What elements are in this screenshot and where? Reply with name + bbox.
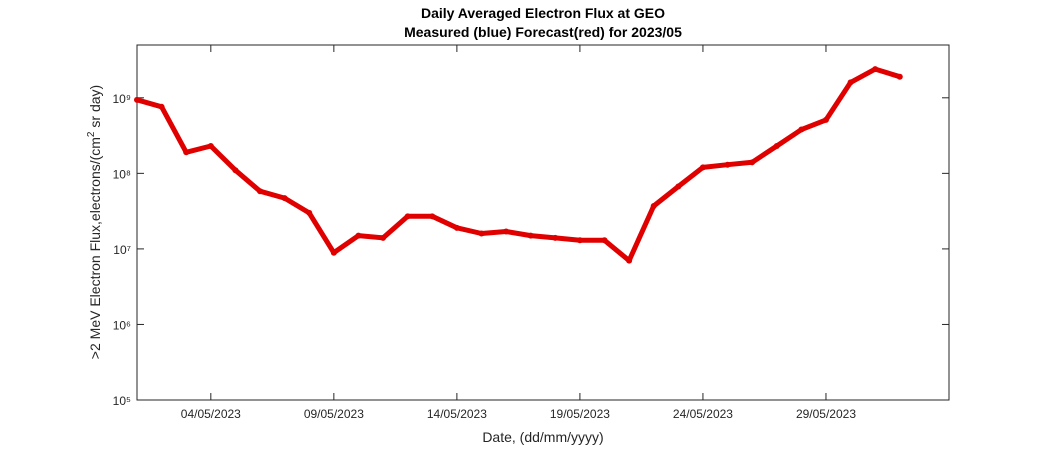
flux-point — [822, 116, 829, 123]
flux-point — [380, 234, 387, 241]
flux-point — [404, 213, 411, 220]
flux-point — [675, 183, 682, 190]
y-tick-label: 10⁶ — [113, 318, 131, 332]
y-axis-label-part: sr day) — [87, 85, 103, 132]
flux-point — [872, 66, 879, 73]
flux-point — [429, 213, 436, 220]
flux-point — [503, 228, 510, 235]
y-tick-label: 10⁸ — [113, 167, 131, 181]
x-tick-label: 24/05/2023 — [673, 407, 733, 421]
flux-point — [749, 159, 756, 166]
x-tick-label: 09/05/2023 — [304, 407, 364, 421]
flux-point — [626, 257, 633, 264]
flux-point — [134, 96, 140, 103]
x-tick-label: 14/05/2023 — [427, 407, 487, 421]
flux-point — [281, 195, 288, 202]
flux-point — [601, 237, 608, 244]
flux-point — [158, 103, 165, 110]
flux-point — [527, 232, 534, 239]
flux-point — [306, 209, 313, 216]
flux-point — [773, 143, 780, 150]
flux-point — [453, 224, 460, 231]
x-tick-label: 19/05/2023 — [550, 407, 610, 421]
flux-point — [355, 232, 362, 239]
flux-point — [552, 234, 559, 241]
flux-point — [896, 73, 903, 80]
flux-point — [330, 249, 337, 256]
flux-point — [207, 143, 214, 150]
y-axis-label-part: >2 MeV Electron Flux,electrons/(cm — [87, 137, 103, 359]
flux-point — [699, 164, 706, 171]
flux-point — [183, 149, 190, 156]
x-tick-label: 04/05/2023 — [181, 407, 241, 421]
y-tick-label: 10⁷ — [113, 243, 131, 257]
x-axis-label: Date, (dd/mm/yyyy) — [482, 429, 603, 445]
y-tick-label: 10⁹ — [113, 92, 132, 106]
chart-subtitle: Measured (blue) Forecast(red) for 2023/0… — [404, 24, 682, 40]
flux-point — [724, 161, 731, 168]
y-axis-label: >2 MeV Electron Flux,electrons/(cm2 sr d… — [86, 85, 103, 359]
flux-point — [650, 202, 657, 209]
flux-point — [232, 167, 239, 174]
flux-point — [257, 188, 264, 195]
flux-line — [134, 66, 903, 264]
flux-point — [847, 79, 854, 86]
chart-title: Daily Averaged Electron Flux at GEO — [421, 5, 665, 21]
y-tick-label: 10⁵ — [113, 394, 131, 408]
flux-point — [478, 230, 485, 237]
x-tick-label: 29/05/2023 — [796, 407, 856, 421]
y-axis-label-sup: 2 — [86, 131, 97, 137]
flux-point — [798, 126, 805, 133]
plot-frame — [136, 44, 950, 401]
flux-point — [576, 237, 583, 244]
